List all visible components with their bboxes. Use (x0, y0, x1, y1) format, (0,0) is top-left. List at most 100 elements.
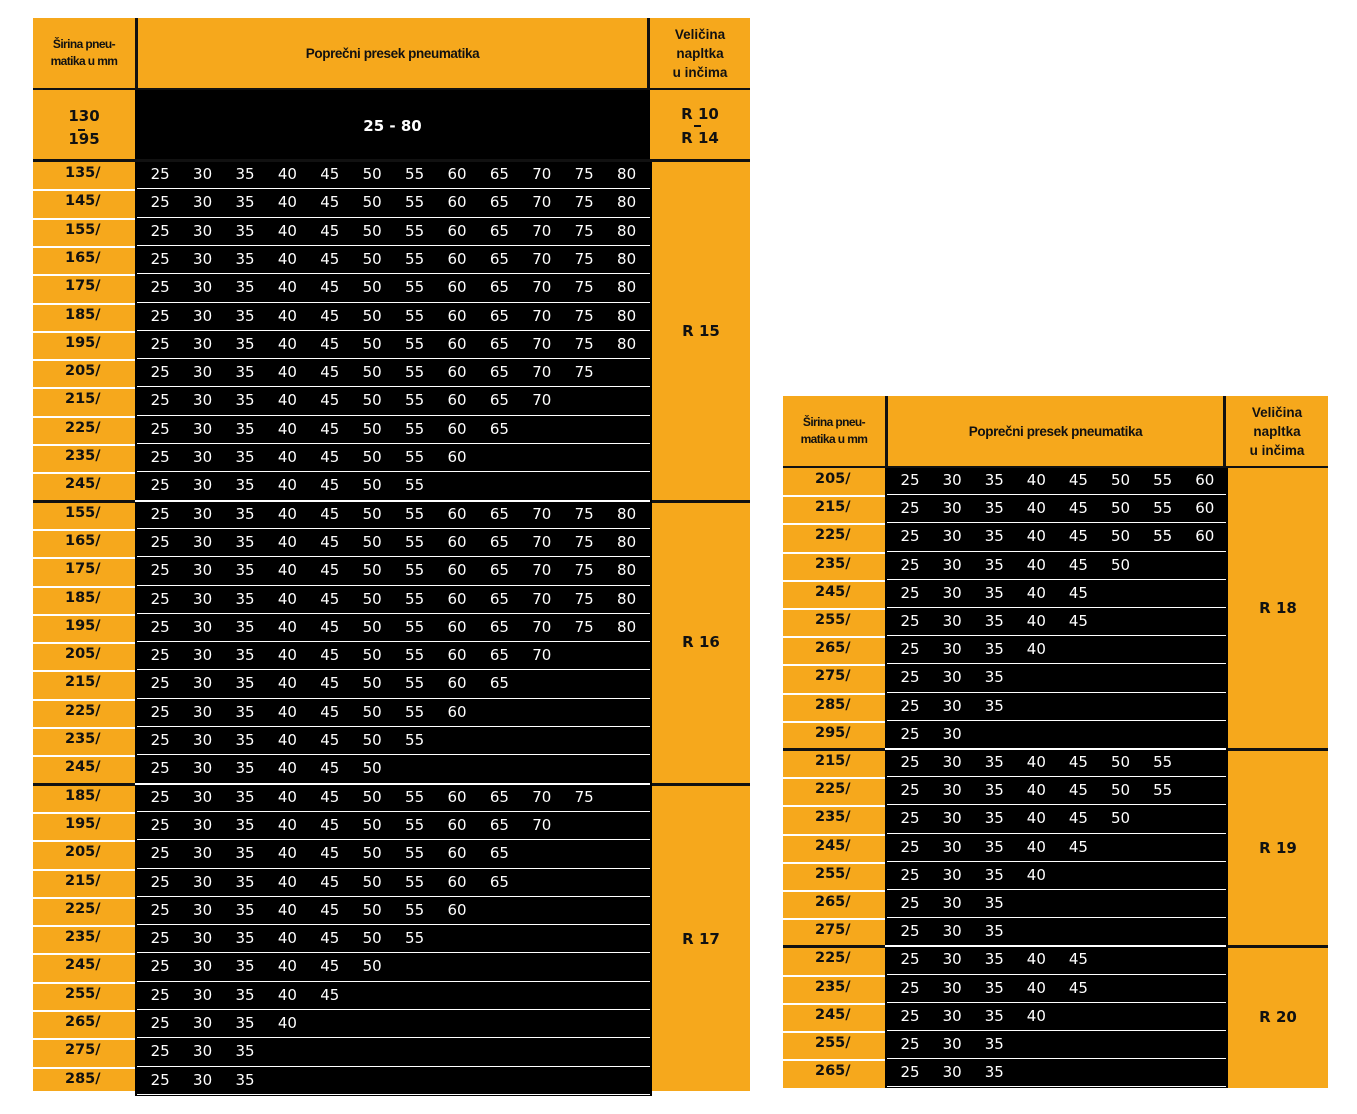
width-row-divider (33, 896, 135, 899)
row-underline (137, 329, 650, 331)
width-row-divider (33, 330, 135, 333)
width-value: 245/ (65, 957, 101, 974)
width-value: 255/ (815, 1035, 851, 1051)
section-value-text: 30 (193, 419, 213, 438)
section-value: 25 (889, 1060, 931, 1088)
row-underline (887, 522, 1226, 524)
section-value: 40 (1015, 976, 1057, 1004)
section-value-text: 25 (150, 617, 170, 636)
section-value-text: 50 (362, 617, 382, 636)
tire-size-table-left: Širina pneu-matika u mm Poprečni presek … (33, 18, 750, 1096)
width-value: 275/ (815, 668, 851, 685)
section-value-text: 70 (532, 306, 552, 325)
section-value-text: 55 (405, 646, 425, 665)
section-value-text: 25 (150, 278, 170, 297)
section-value-text: 75 (574, 165, 594, 183)
section-value: 60 (436, 700, 478, 728)
section-value: 80 (605, 304, 647, 332)
section-value: 80 (605, 190, 647, 218)
section-value: 25 (889, 806, 931, 834)
section-value: 40 (1015, 778, 1057, 806)
width-cell: 225/ (33, 898, 135, 926)
section-value: 30 (181, 785, 223, 813)
section-value: 30 (931, 496, 973, 524)
section-value: 55 (393, 360, 435, 388)
width-row-divider (33, 189, 135, 192)
section-value-text: 50 (1111, 809, 1131, 828)
section-value-text: 35 (235, 617, 255, 636)
section-value-text: 35 (235, 872, 255, 891)
section-value-text: 45 (320, 957, 340, 976)
section-value: 55 (393, 219, 435, 247)
section-value-text: 40 (277, 561, 297, 580)
rim-size-label: R 16 (682, 633, 720, 652)
section-value: 45 (309, 643, 351, 671)
width-cell: 195/ (33, 813, 135, 841)
section-value: 35 (224, 870, 266, 898)
width-row-divider (783, 579, 885, 582)
width-value: 255/ (815, 612, 851, 628)
section-value-text: 30 (193, 787, 213, 806)
section-value-text: 35 (235, 957, 255, 976)
section-value-text: 30 (193, 929, 213, 948)
section-band (135, 501, 652, 785)
section-value-text: 30 (193, 759, 213, 778)
section-value-text: 45 (320, 561, 340, 580)
width-cell: 275/ (783, 665, 885, 693)
rim-header-line3: u inčima (1249, 442, 1305, 458)
section-value-text: 60 (447, 165, 467, 183)
section-value: 30 (181, 1011, 223, 1039)
width-cell: 205/ (33, 643, 135, 671)
section-value: 45 (309, 615, 351, 643)
section-value: 65 (478, 502, 520, 530)
rim-header-line1: Veličina (1251, 404, 1303, 420)
group-separator (885, 945, 1226, 949)
width-row-divider (783, 974, 885, 977)
width-header: Širina pneu-matika u mm (33, 18, 135, 88)
section-value: 25 (889, 468, 931, 496)
row-underline (887, 719, 1226, 721)
section-value: 75 (563, 587, 605, 615)
section-value-text: 30 (193, 674, 213, 693)
section-value: 25 (139, 671, 181, 699)
section-value: 60 (436, 841, 478, 869)
section-value: 60 (436, 615, 478, 643)
width-row-divider (33, 1038, 135, 1041)
section-value-text: 60 (447, 249, 467, 268)
section-value: 55 (1142, 496, 1184, 524)
section-value-text: 55 (405, 221, 425, 240)
section-value-text: 30 (942, 753, 962, 771)
section-value: 40 (266, 700, 308, 728)
section-value: 50 (351, 587, 393, 615)
section-value-text: 60 (447, 815, 467, 834)
group-separator (135, 782, 650, 786)
section-value: 45 (1057, 609, 1099, 637)
section-value: 55 (1142, 468, 1184, 496)
section-value: 35 (224, 728, 266, 756)
section-value: 45 (309, 870, 351, 898)
section-value: 50 (351, 954, 393, 982)
width-value: 215/ (815, 499, 851, 516)
section-value: 60 (436, 445, 478, 473)
section-value-text: 45 (1068, 471, 1088, 489)
width-value: 205/ (65, 844, 101, 861)
section-value: 30 (181, 813, 223, 841)
section-value-text: 25 (150, 872, 170, 891)
section-value: 40 (266, 332, 308, 360)
row-underline (887, 804, 1226, 806)
section-value-text: 35 (235, 589, 255, 608)
section-value: 45 (309, 587, 351, 615)
section-value: 55 (393, 728, 435, 756)
section-value: 30 (931, 694, 973, 722)
width-row-divider (33, 840, 135, 843)
section-value: 30 (181, 587, 223, 615)
width-row-divider (783, 861, 885, 864)
rim-header-line1: Veličina (674, 26, 726, 42)
section-value: 35 (973, 1060, 1015, 1088)
section-header: Poprečni presek pneumatika (135, 18, 650, 88)
section-value-text: 80 (617, 249, 637, 268)
width-header-line1: Širina pneu- (52, 37, 116, 51)
row-underline (137, 584, 650, 586)
section-value-text: 45 (320, 872, 340, 891)
section-value: 25 (139, 728, 181, 756)
